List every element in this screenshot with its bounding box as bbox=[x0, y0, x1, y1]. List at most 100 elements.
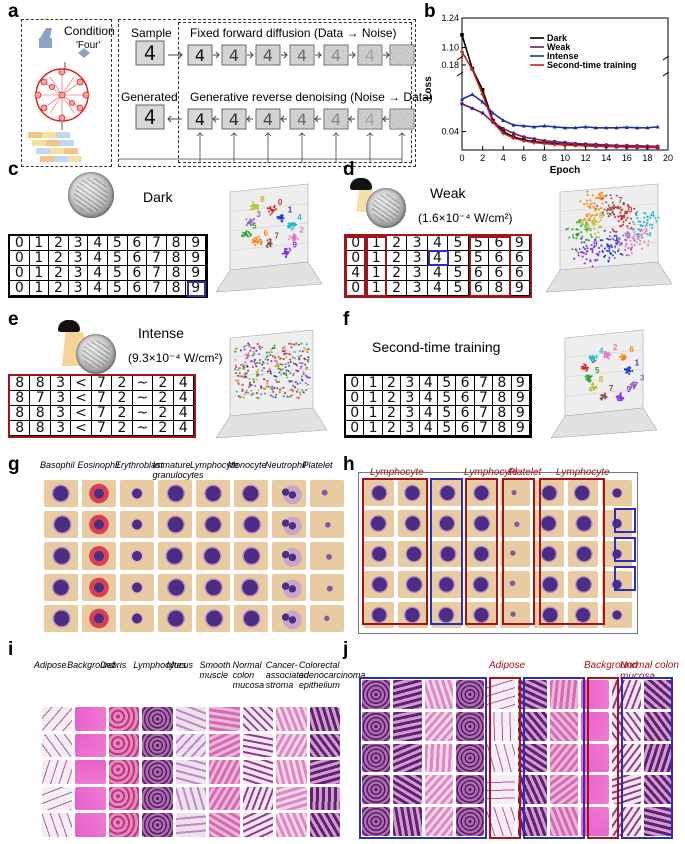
digit-cell: 8 bbox=[493, 376, 512, 391]
scatter-point bbox=[291, 222, 294, 225]
scatter-point bbox=[575, 237, 578, 240]
cell-image-tile bbox=[432, 510, 462, 537]
scatter-point bbox=[288, 364, 291, 367]
scatter-point bbox=[621, 217, 624, 220]
scatter-point bbox=[258, 353, 261, 356]
digit-cell: 7 bbox=[30, 391, 51, 406]
scatter-point bbox=[633, 223, 636, 226]
series-intense-point bbox=[470, 92, 475, 97]
scatter-point bbox=[299, 367, 302, 370]
scatter-point bbox=[642, 221, 645, 224]
scatter-point bbox=[289, 380, 292, 383]
scatter-point bbox=[618, 355, 621, 358]
condition-value: 'Four' bbox=[76, 40, 101, 51]
scatter-point bbox=[262, 378, 265, 381]
scatter-point bbox=[595, 355, 598, 358]
scatter-point bbox=[631, 369, 634, 372]
digit-cell: 2 bbox=[153, 421, 174, 436]
cell-image-tile bbox=[432, 540, 462, 568]
scatter-point bbox=[591, 386, 594, 389]
series-weak-point bbox=[522, 135, 526, 139]
digit-cell: 3 bbox=[401, 406, 420, 421]
scatter-point bbox=[284, 366, 287, 369]
digit-cell: 8 bbox=[30, 421, 51, 436]
series-second-time-training-point bbox=[470, 67, 475, 72]
scatter-point bbox=[269, 386, 272, 389]
series-intense-point bbox=[563, 125, 567, 130]
plot-floor bbox=[545, 261, 673, 293]
scatter-point bbox=[304, 382, 307, 385]
panel-c-title: Dark bbox=[143, 189, 173, 205]
scatter-point bbox=[602, 213, 605, 216]
highlight-box bbox=[465, 478, 498, 625]
scatter-point bbox=[619, 206, 622, 209]
scatter-point bbox=[305, 389, 308, 392]
tissue-image-tile bbox=[424, 743, 453, 773]
scatter-point bbox=[588, 217, 591, 220]
scatter-point bbox=[293, 235, 296, 238]
scatter-point bbox=[603, 353, 606, 356]
scatter-point bbox=[253, 236, 256, 239]
scatter-point bbox=[266, 207, 269, 210]
scatter-point bbox=[257, 241, 260, 244]
digit-cell: 2 bbox=[382, 376, 402, 391]
digit-cell: 4 bbox=[427, 236, 449, 251]
digit-cell: 6 bbox=[456, 406, 475, 421]
scatter-point bbox=[608, 256, 611, 259]
digit-cell: 5 bbox=[448, 281, 469, 296]
digit-cell: 7 bbox=[147, 251, 167, 266]
scatter-point bbox=[591, 355, 594, 358]
scatter-point bbox=[626, 371, 629, 374]
scatter-point bbox=[605, 352, 608, 355]
digit-cell: 2 bbox=[386, 281, 408, 296]
tissue-image-tile bbox=[487, 680, 516, 709]
digit-cell: 8 bbox=[166, 281, 187, 296]
scatter-point bbox=[244, 375, 247, 378]
scatter-point bbox=[604, 254, 607, 257]
forward-step-tile: 4 bbox=[357, 44, 383, 66]
digit-cell: 3 bbox=[50, 376, 72, 391]
cell-image-tile bbox=[310, 573, 344, 601]
scatter-point bbox=[624, 245, 627, 248]
forward-step-tile: 4 bbox=[221, 44, 247, 66]
scatter-point bbox=[285, 356, 288, 359]
scatter-point bbox=[285, 251, 288, 254]
scatter-point bbox=[568, 236, 571, 239]
scatter-point bbox=[299, 393, 302, 396]
tissue-image-tile bbox=[362, 680, 391, 709]
digit-cell: 2 bbox=[153, 406, 174, 421]
scatter-point bbox=[274, 356, 277, 359]
scatter-point bbox=[254, 204, 257, 207]
scatter-point bbox=[633, 244, 636, 247]
scatter-point bbox=[270, 387, 273, 390]
scatter-point bbox=[639, 224, 642, 227]
scatter-point bbox=[248, 381, 251, 384]
scatter-point bbox=[619, 243, 622, 246]
cell-image-tile bbox=[466, 571, 496, 598]
scatter-point bbox=[241, 363, 244, 366]
digit-cell: 3 bbox=[407, 281, 428, 296]
tissue-image-tile bbox=[549, 807, 579, 836]
highlight-box bbox=[539, 478, 605, 625]
svg-text:4: 4 bbox=[229, 46, 239, 65]
digit-cell: 3 bbox=[68, 266, 89, 281]
scatter-point bbox=[641, 236, 644, 239]
scatter-point bbox=[292, 239, 295, 242]
scatter-point bbox=[643, 211, 646, 214]
photodetector-coin-icon bbox=[76, 334, 116, 374]
scatter-point bbox=[576, 228, 579, 231]
digit-cell: < bbox=[71, 391, 92, 406]
scatter-point bbox=[298, 391, 301, 394]
digit-cell: 1 bbox=[364, 406, 383, 421]
scatter-point bbox=[247, 231, 250, 234]
cell-image-tile bbox=[364, 510, 394, 537]
forward-step-tile: 4 bbox=[289, 44, 315, 66]
scatter-point bbox=[606, 353, 609, 356]
scatter-point bbox=[303, 358, 306, 361]
cell-image-tile bbox=[310, 604, 344, 632]
digit-cell: 9 bbox=[511, 406, 530, 421]
scatter-point bbox=[586, 230, 589, 233]
digit-cell: 3 bbox=[401, 376, 420, 391]
scatter-point bbox=[585, 228, 588, 231]
series-intense-point bbox=[655, 124, 660, 129]
